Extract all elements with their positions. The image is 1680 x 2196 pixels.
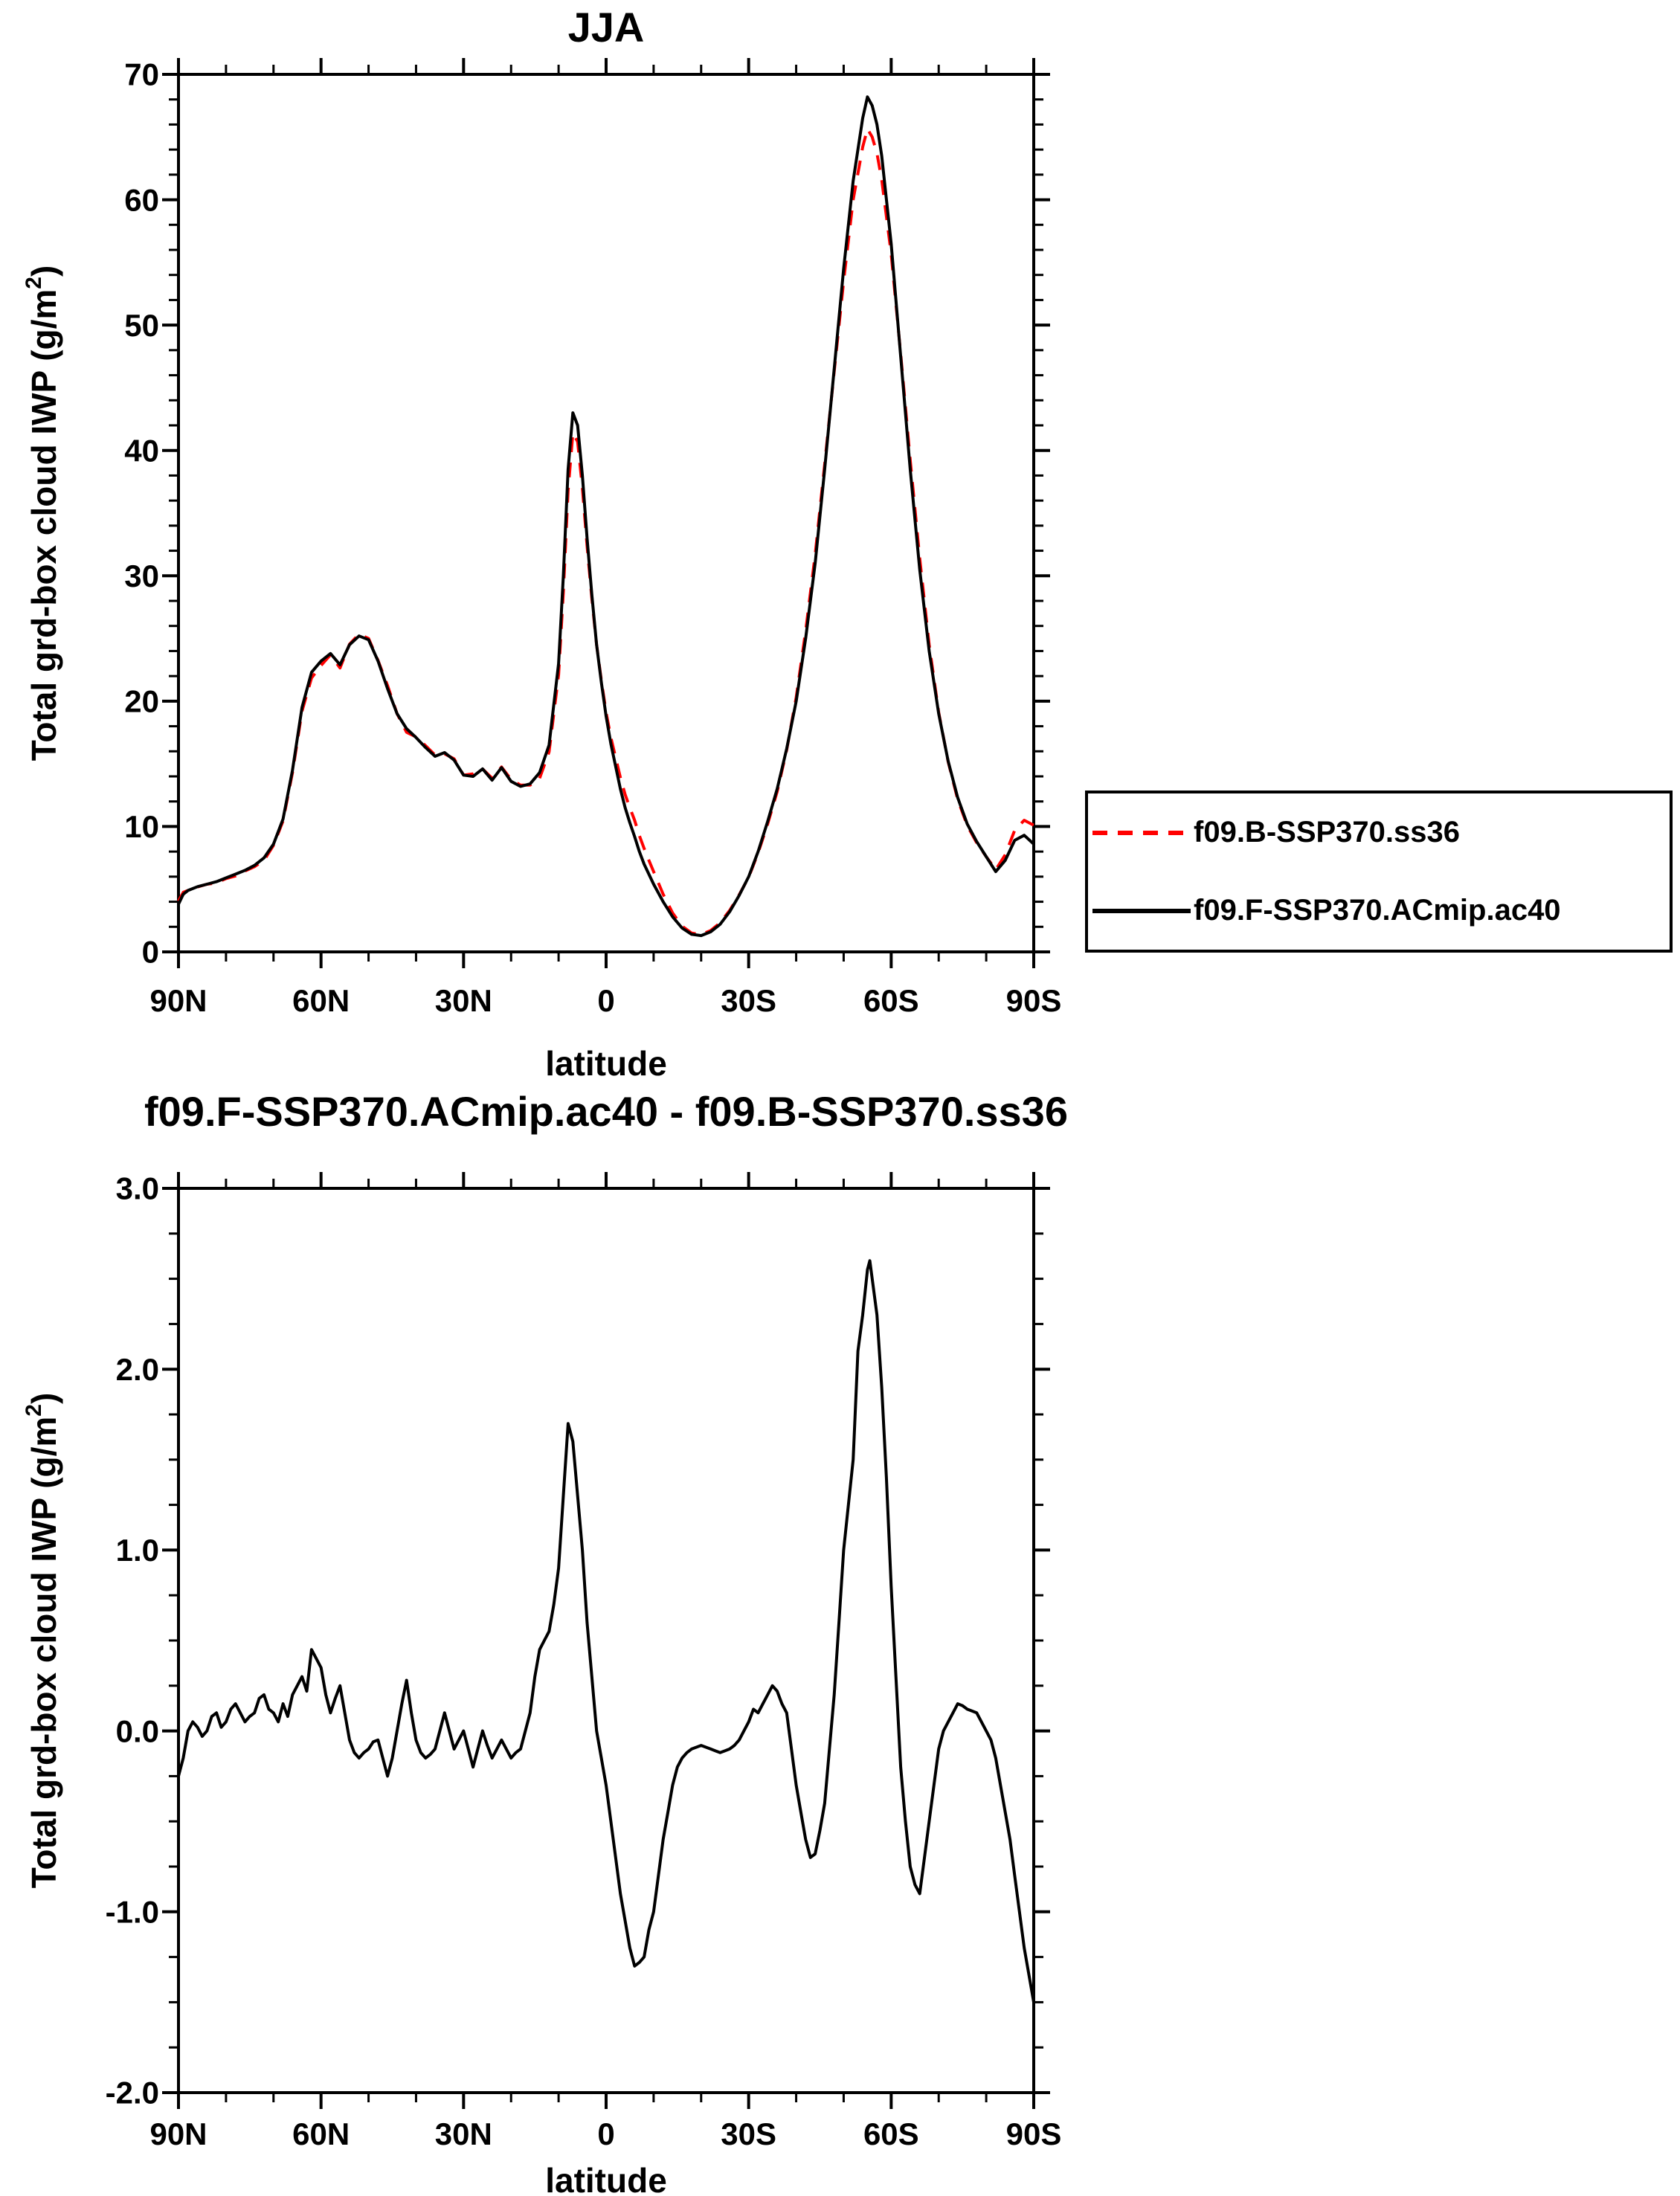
plot-frame	[177, 73, 1035, 953]
y-tick-label: 3.0	[116, 1171, 159, 1206]
y-tick-label: 60	[124, 182, 159, 217]
x-tick-label: 90S	[1006, 983, 1062, 1018]
x-tick-label: 0	[597, 983, 614, 1018]
y-tick-label: 2.0	[116, 1352, 159, 1387]
y-tick-label: 30	[124, 558, 159, 593]
plot-frame	[177, 1187, 1035, 2094]
x-tick-label: 90N	[149, 983, 207, 1018]
series-line-1	[177, 95, 1035, 938]
svg-text:Total grd-box cloud IWP (g/m2): Total grd-box cloud IWP (g/m2)	[22, 1393, 63, 1889]
legend-label-f-ssp370: f09.F-SSP370.ACmip.ac40	[1194, 894, 1561, 927]
legend: f09.B-SSP370.ss36 f09.F-SSP370.ACmip.ac4…	[1085, 791, 1673, 953]
y-tick-label: 20	[124, 684, 159, 719]
y-tick-label: 0.0	[116, 1713, 159, 1748]
x-tick-label: 60S	[863, 2116, 919, 2151]
x-tick-label: 90N	[149, 2116, 207, 2151]
y-tick-label: 40	[124, 433, 159, 468]
y-tick-label: -1.0	[106, 1895, 159, 1930]
legend-solid-black-line-sample	[1092, 908, 1191, 913]
y-tick-label: 0	[142, 935, 159, 970]
top-chart-title: JJA	[567, 4, 645, 51]
y-axis-label: Total grd-box cloud IWP (g/m2)	[22, 265, 63, 761]
y-tick-label: -2.0	[106, 2076, 159, 2110]
series-line-0	[177, 127, 1034, 936]
x-tick-label: 60N	[292, 2116, 350, 2151]
x-axis-label: latitude	[545, 1044, 667, 1083]
x-tick-label: 0	[597, 2116, 614, 2151]
legend-item-f-ssp370: f09.F-SSP370.ACmip.ac40	[1088, 894, 1670, 927]
series-line-0	[177, 1259, 1035, 2003]
x-tick-label: 30N	[435, 983, 492, 1018]
x-tick-label: 30S	[721, 983, 776, 1018]
x-axis-label: latitude	[545, 2161, 667, 2196]
jja-line-chart: 90N 60N 30N 0 30S 60S 90S 0 10 20 30 40 50 60 70 latitu…	[22, 57, 1062, 1083]
legend-item-b-ssp370: f09.B-SSP370.ss36	[1088, 816, 1670, 849]
y-axis-label: Total grd-box cloud IWP (g/m2)	[22, 1393, 63, 1889]
difference-chart-title: f09.F-SSP370.ACmip.ac40 - f09.B-SSP370.s…	[144, 1088, 1068, 1135]
x-tick-label: 60S	[863, 983, 919, 1018]
x-tick-label: 90S	[1006, 2116, 1062, 2151]
x-tick-label: 30S	[721, 2116, 776, 2151]
legend-dashed-red-line-sample	[1092, 830, 1191, 835]
svg-text:Total grd-box cloud IWP (g/m2): Total grd-box cloud IWP (g/m2)	[22, 265, 63, 761]
legend-label-b-ssp370: f09.B-SSP370.ss36	[1194, 816, 1461, 849]
x-tick-label: 60N	[292, 983, 350, 1018]
x-tick-label: 30N	[435, 2116, 492, 2151]
y-tick-label: 70	[124, 57, 159, 92]
y-tick-label: 50	[124, 308, 159, 343]
difference-line-chart: 90N 60N 30N 0 30S 60S 90S -2.0 -1.0 0.0 1.0 2.0 3.0 l…	[22, 1171, 1062, 2196]
y-tick-label: 10	[124, 809, 159, 844]
y-tick-label: 1.0	[116, 1533, 159, 1568]
